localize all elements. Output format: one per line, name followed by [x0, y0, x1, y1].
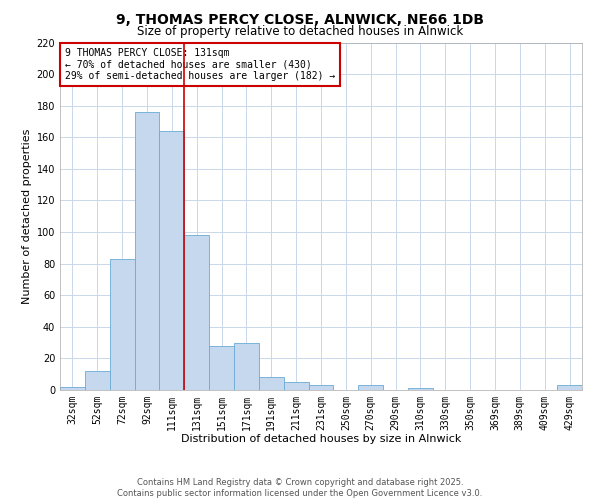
- Bar: [408, 388, 433, 390]
- Bar: [60, 387, 85, 390]
- Text: Size of property relative to detached houses in Alnwick: Size of property relative to detached ho…: [137, 25, 463, 38]
- Bar: [160, 131, 184, 390]
- Bar: [284, 382, 308, 390]
- Bar: [308, 386, 334, 390]
- Bar: [358, 386, 383, 390]
- Bar: [234, 342, 259, 390]
- X-axis label: Distribution of detached houses by size in Alnwick: Distribution of detached houses by size …: [181, 434, 461, 444]
- Bar: [85, 371, 110, 390]
- Bar: [184, 235, 209, 390]
- Text: 9 THOMAS PERCY CLOSE: 131sqm
← 70% of detached houses are smaller (430)
29% of s: 9 THOMAS PERCY CLOSE: 131sqm ← 70% of de…: [65, 48, 335, 81]
- Bar: [259, 378, 284, 390]
- Bar: [209, 346, 234, 390]
- Bar: [557, 386, 582, 390]
- Text: Contains HM Land Registry data © Crown copyright and database right 2025.
Contai: Contains HM Land Registry data © Crown c…: [118, 478, 482, 498]
- Text: 9, THOMAS PERCY CLOSE, ALNWICK, NE66 1DB: 9, THOMAS PERCY CLOSE, ALNWICK, NE66 1DB: [116, 12, 484, 26]
- Bar: [110, 259, 134, 390]
- Y-axis label: Number of detached properties: Number of detached properties: [22, 128, 32, 304]
- Bar: [134, 112, 160, 390]
